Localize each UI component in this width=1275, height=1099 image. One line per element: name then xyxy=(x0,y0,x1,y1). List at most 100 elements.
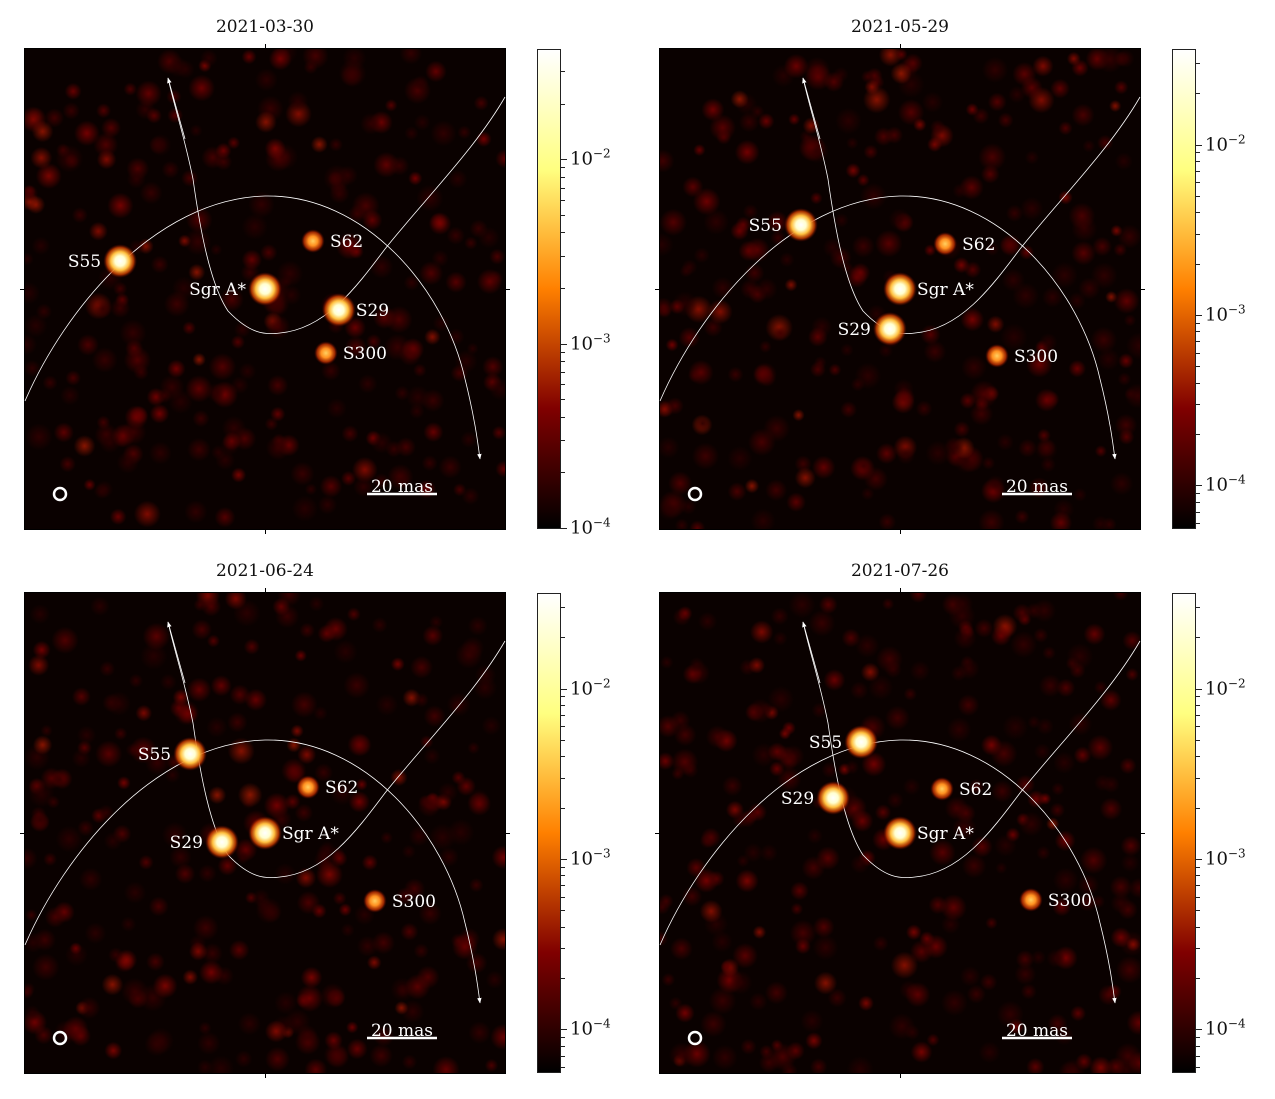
scale-bar-label: 20 mas xyxy=(1006,477,1068,497)
source-label: Sgr A* xyxy=(282,824,339,844)
axis-tick xyxy=(505,288,510,290)
colorbar-minor-tick xyxy=(561,1045,565,1047)
colorbar-minor-tick xyxy=(1196,182,1200,184)
axis-tick xyxy=(264,44,266,49)
colorbar-minor-tick xyxy=(561,439,565,441)
orbit-s55 xyxy=(24,739,482,1004)
source-label: S62 xyxy=(962,235,995,255)
source-s300 xyxy=(313,341,338,366)
colorbar-major-tick xyxy=(561,1029,567,1031)
colorbar-minor-tick xyxy=(561,866,565,868)
orbit-arrow xyxy=(167,77,186,140)
colorbar-major-tick xyxy=(561,858,567,860)
source-s300 xyxy=(984,343,1009,368)
colorbar-minor-tick xyxy=(1196,926,1200,928)
colorbar-minor-tick xyxy=(1196,1055,1200,1057)
colorbar-major-tick xyxy=(561,528,567,529)
source-label: S300 xyxy=(1014,347,1058,367)
colorbar-minor-tick xyxy=(1196,501,1200,503)
colorbar-minor-tick xyxy=(561,807,565,809)
colorbar: 10−2 10−3 10−4 xyxy=(1172,49,1246,529)
source-label: S55 xyxy=(138,745,171,765)
colorbar-minor-tick xyxy=(1196,1036,1200,1038)
beam-circle-icon xyxy=(52,486,68,502)
axis-tick xyxy=(899,588,901,593)
source-s29 xyxy=(816,781,851,815)
colorbar-major-tick xyxy=(1196,314,1202,316)
colorbar-minor-tick xyxy=(1196,366,1200,368)
colorbar-minor-tick xyxy=(1196,511,1200,513)
colorbar-minor-tick xyxy=(1196,875,1200,877)
colorbar-major-tick xyxy=(1196,144,1202,146)
colorbar-minor-tick xyxy=(1196,93,1200,95)
colorbar-minor-tick xyxy=(561,910,565,912)
colorbar-minor-tick xyxy=(561,176,565,178)
source-label: S55 xyxy=(68,252,101,272)
axis-tick xyxy=(655,288,660,290)
colorbar-minor-tick xyxy=(1196,171,1200,173)
colorbar-minor-tick xyxy=(1196,341,1200,343)
colorbar-minor-tick xyxy=(561,715,565,717)
colorbar-minor-tick xyxy=(561,705,565,707)
colorbar: 10−2 10−3 10−4 xyxy=(537,593,611,1073)
colorbar-minor-tick xyxy=(1196,522,1200,524)
orbit-s55 xyxy=(24,195,482,460)
colorbar-minor-tick xyxy=(561,777,565,779)
colorbar-minor-tick xyxy=(561,167,565,169)
source-label: S55 xyxy=(749,216,782,236)
colorbar-minor-tick xyxy=(1196,726,1200,728)
colorbar-minor-tick xyxy=(1196,705,1200,707)
colorbar-minor-tick xyxy=(1196,1066,1200,1068)
axis-tick xyxy=(264,529,266,534)
colorbar-minor-tick xyxy=(1196,63,1200,65)
colorbar-minor-tick xyxy=(1196,637,1200,639)
source-sgr-a xyxy=(248,816,282,850)
axis-tick xyxy=(899,529,901,534)
colorbar-minor-tick xyxy=(1196,866,1200,868)
source-label: S29 xyxy=(781,789,814,809)
colorbar-minor-tick xyxy=(561,885,565,887)
source-s29 xyxy=(321,293,356,327)
source-sgr-a xyxy=(248,272,282,306)
axis-tick xyxy=(264,1073,266,1078)
colorbar-minor-tick xyxy=(561,71,565,73)
colorbar-minor-tick xyxy=(1196,977,1200,979)
colorbar-minor-tick xyxy=(561,637,565,639)
colorbar-minor-tick xyxy=(561,1036,565,1038)
colorbar-minor-tick xyxy=(1196,212,1200,214)
source-s55 xyxy=(103,244,138,278)
axis-tick xyxy=(20,832,25,834)
colorbar-minor-tick xyxy=(1196,263,1200,265)
tick-exponent: −3 xyxy=(592,330,611,345)
tick-base: 10 xyxy=(570,1018,593,1040)
colorbar-tick-label: 10−4 xyxy=(1205,472,1246,495)
colorbar-minor-tick xyxy=(1196,161,1200,163)
colorbar-minor-tick xyxy=(1196,756,1200,758)
source-s300 xyxy=(362,888,387,913)
colorbar-tick-label: 10−4 xyxy=(570,515,611,538)
colorbar-minor-tick xyxy=(561,351,565,353)
colorbar-minor-tick xyxy=(1196,195,1200,197)
orbit-arrow xyxy=(167,621,186,684)
colorbar: 10−2 10−3 10−4 xyxy=(537,49,611,538)
colorbar-major-tick xyxy=(1196,858,1202,860)
source-label: Sgr A* xyxy=(189,280,246,300)
overlay: S55 Sgr A* S62 S29 S300 20 mas xyxy=(24,621,506,1046)
colorbar-minor-tick xyxy=(561,232,565,234)
colorbar-minor-tick xyxy=(561,416,565,418)
colorbar-minor-tick xyxy=(561,1066,565,1068)
axis-tick xyxy=(20,288,25,290)
tick-exponent: −3 xyxy=(592,846,611,861)
source-s62 xyxy=(300,229,325,254)
colorbar-minor-tick xyxy=(561,103,565,105)
colorbar-major-tick xyxy=(1196,1029,1202,1031)
scale-bar-label: 20 mas xyxy=(371,1021,433,1041)
orbit-s29 xyxy=(802,621,1141,879)
colorbar-minor-tick xyxy=(1196,807,1200,809)
orbit-s29 xyxy=(167,621,506,879)
colorbar-minor-tick xyxy=(1196,777,1200,779)
tick-base: 10 xyxy=(1205,474,1228,496)
source-s62 xyxy=(930,776,954,801)
colorbar-minor-tick xyxy=(1196,331,1200,333)
overlay: S55 Sgr A* S62 S29 S300 20 mas xyxy=(659,77,1141,502)
